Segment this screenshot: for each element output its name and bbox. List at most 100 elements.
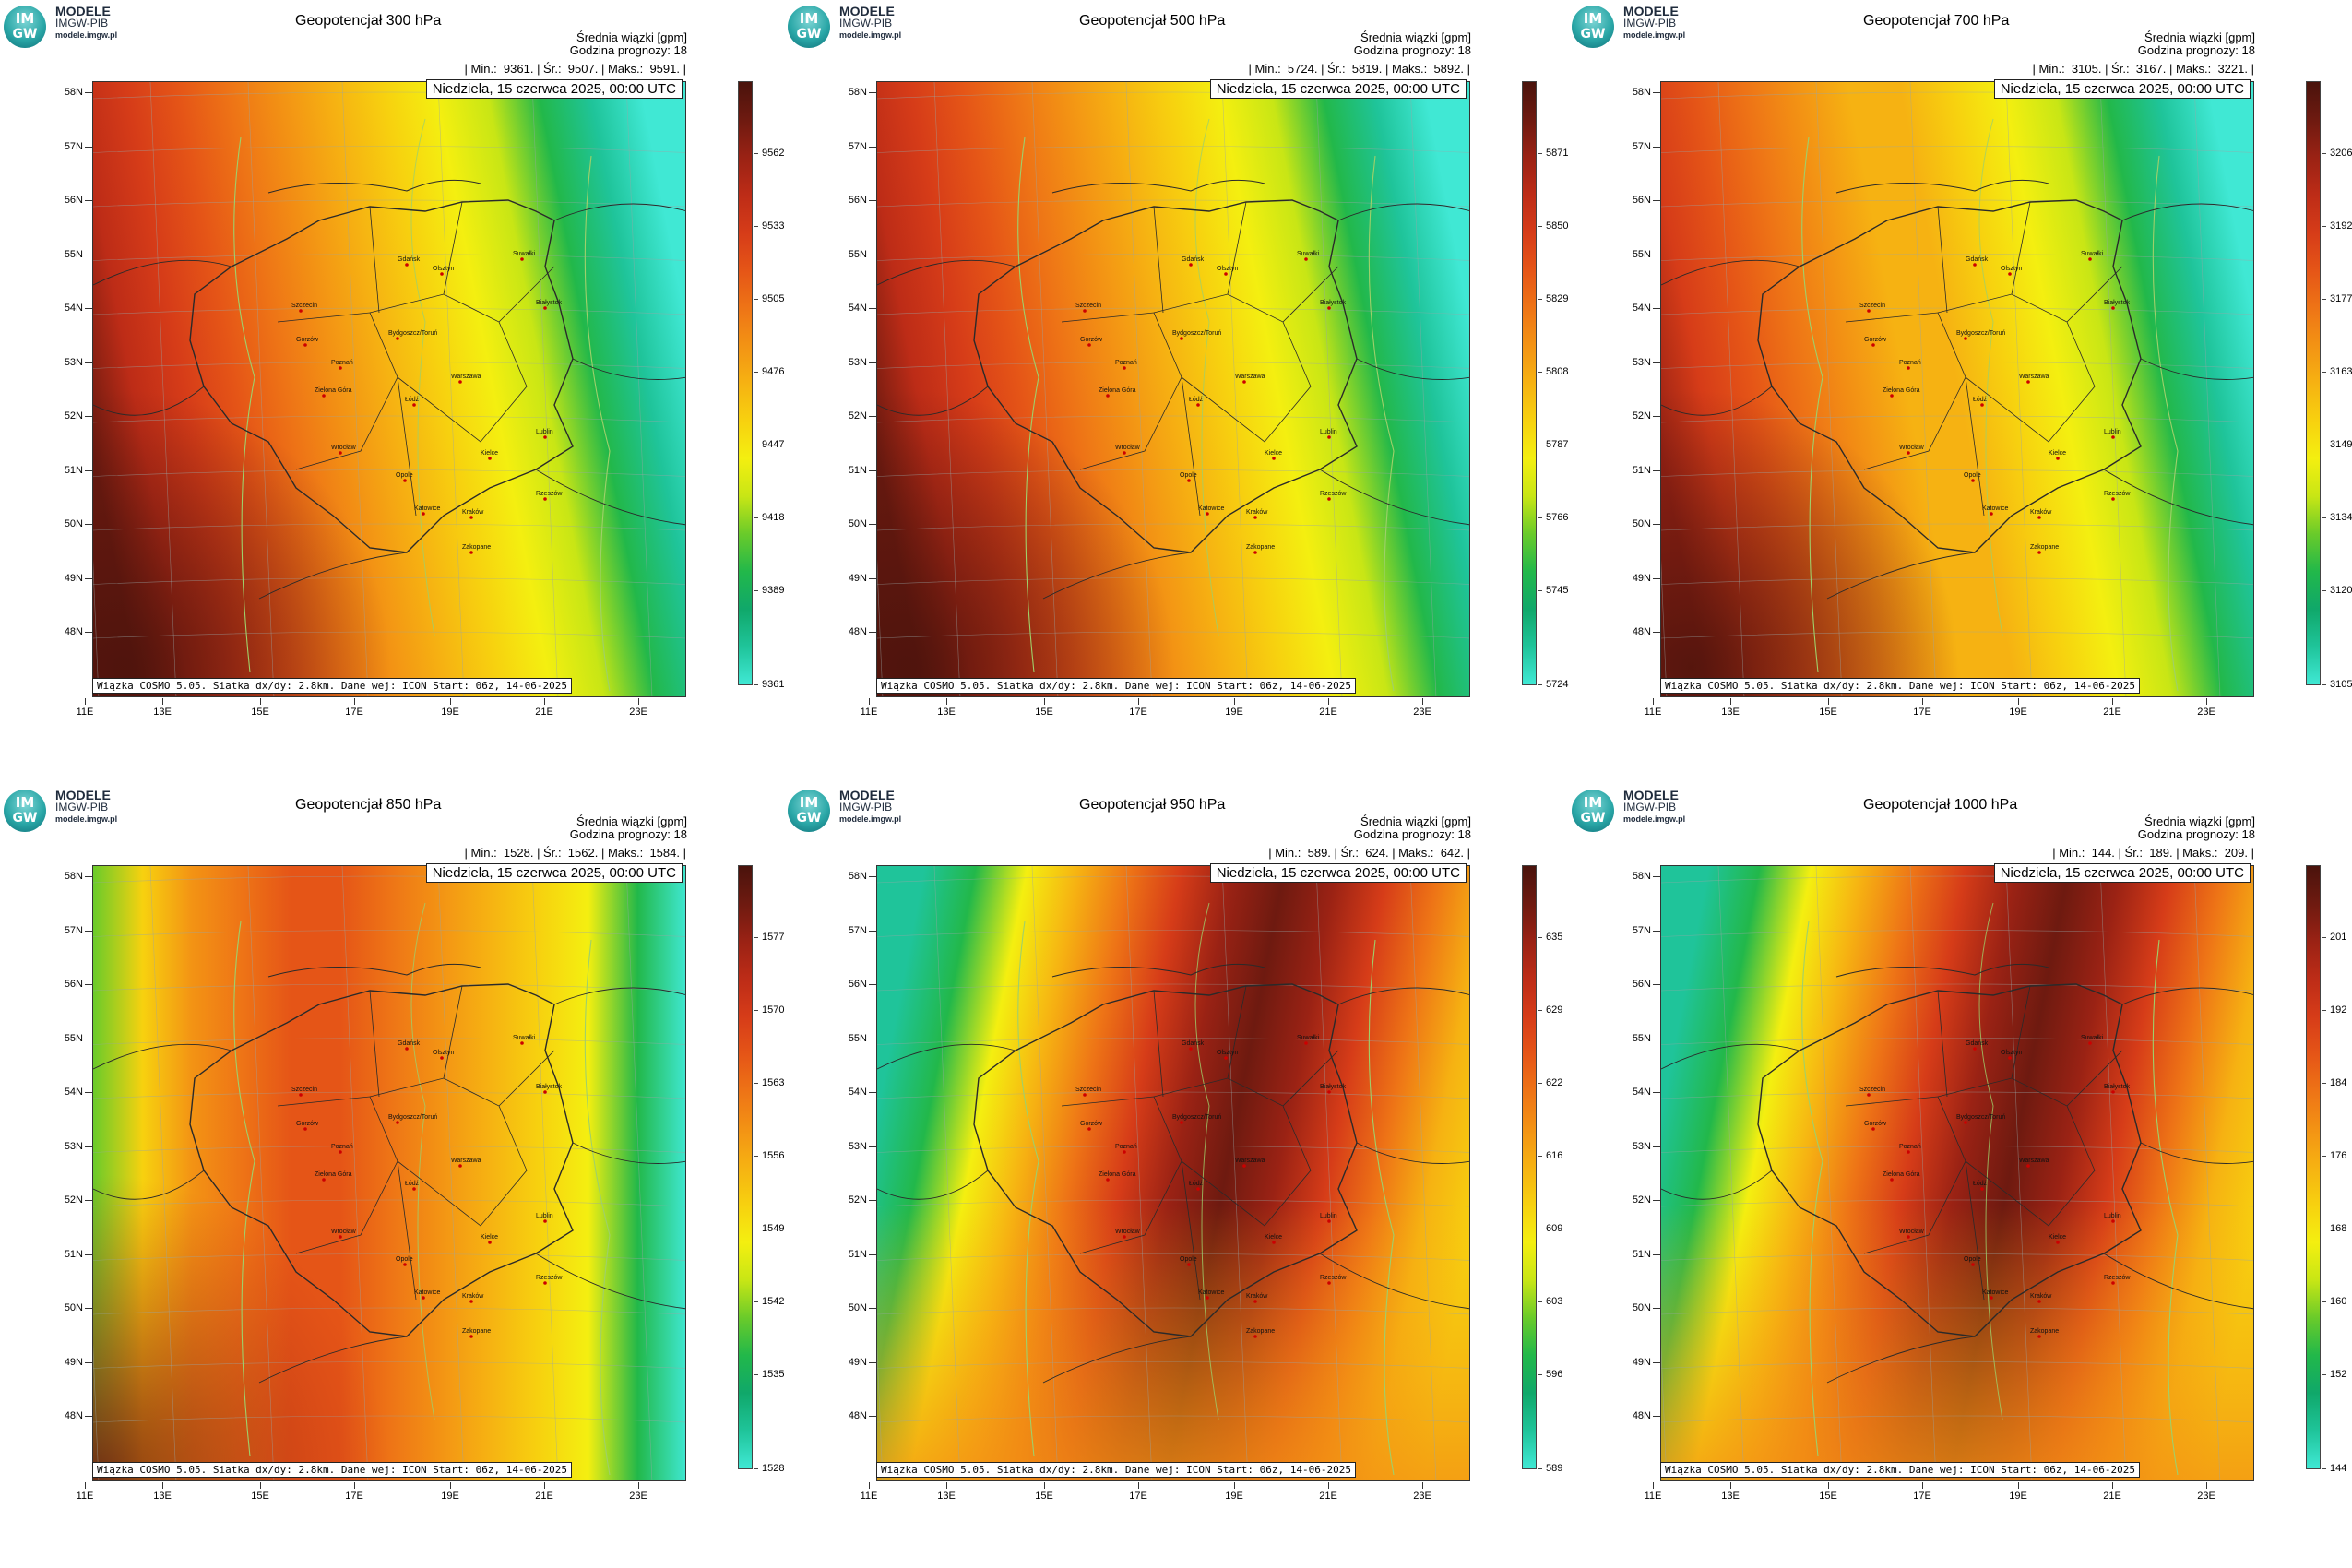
city-marker: Katowice [1198,1289,1225,1300]
city-label: Kielce [2049,1234,2066,1241]
city-marker: Kielce [481,450,498,460]
city-label: Rzeszów [536,491,563,497]
logo-badge-top: IM [1583,794,1603,811]
city-label: Gdańsk [398,256,421,263]
stat-max: 5892. [1433,62,1464,76]
lat-label: 53N [1623,357,1660,368]
city-label: Poznań [1115,1144,1137,1150]
city-marker: Katowice [1982,505,2009,516]
lat-label: 52N [1623,1194,1660,1206]
city-marker: Łódź [1973,397,1988,407]
lat-label: 48N [839,1410,876,1421]
lon-label: 15E [246,1482,274,1502]
city-label: Gdańsk [1966,1040,1989,1047]
city-marker: Katowice [1982,1289,2009,1300]
lon-label: 17E [1124,1482,1152,1502]
logo-badge-bottom: GW [12,811,38,826]
colorbar-tick: 1535 [753,1369,785,1380]
city-label: Olsztyn [2001,1050,2022,1056]
map-field: Gdańsk Olsztyn Suwałki Szczecin Białystok Byd… [93,866,685,1480]
lon-label: 11E [855,1482,883,1502]
city-marker: Kraków [1246,1293,1268,1303]
colorbar-tick: 3192 [2321,220,2352,232]
colorbar-tick: 5766 [1537,512,1569,523]
lon-label: 17E [1124,698,1152,718]
logo-badge-bottom: GW [1580,27,1606,42]
city-marker: Zielona Góra [1099,1171,1136,1182]
stat-max: 209. [2224,846,2248,860]
city-marker: Zielona Góra [315,387,352,398]
lon-label: 21E [2098,1482,2126,1502]
city-label: Kielce [1265,1234,1282,1241]
city-label: Gorzów [1864,337,1887,343]
country-borders [93,179,685,600]
city-marker: Suwałki [1297,1035,1320,1045]
city-label: Poznań [1115,360,1137,366]
colorbar-tick: 9418 [753,512,785,523]
city-label: Poznań [1899,360,1921,366]
lat-label: 51N [55,465,92,476]
city-marker: Kielce [1265,1234,1282,1244]
geopotential-map: Gdańsk Olsztyn Suwałki Szczecin Białystok Byd… [1660,865,2254,1481]
lon-label: 11E [71,1482,99,1502]
city-marker: Zakopane [462,1328,491,1338]
city-label: Szczecin [1859,303,1885,309]
lat-label: 54N [1623,1087,1660,1098]
city-marker: Zielona Góra [1883,387,1920,398]
city-marker: Szczecin [291,1087,317,1097]
lat-label: 50N [55,518,92,529]
city-label: Łódź [405,1181,420,1187]
city-label: Gorzów [1864,1121,1887,1127]
lon-label: 23E [624,698,652,718]
lon-label: 23E [2192,1482,2220,1502]
colorbar-tick: 616 [1537,1150,1563,1161]
colorbar-tick: 160 [2321,1296,2347,1307]
city-marker: Bydgoszcz/Toruń [1172,330,1221,340]
lon-label: 15E [1814,1482,1842,1502]
colorbar-tick: 184 [2321,1077,2347,1088]
city-label: Kraków [462,509,484,516]
colorbar-tick: 9389 [753,585,785,596]
city-marker: Olsztyn [1217,266,1238,276]
lon-label: 19E [1220,1482,1248,1502]
lat-label: 48N [55,1410,92,1421]
colorbar-tick: 3149 [2321,439,2352,450]
forecast-hour-label: Godzina prognozy: 18 [1353,827,1471,841]
valid-date: Niedziela, 15 czerwca 2025, 00:00 UTC [425,79,683,99]
stats-line: | Min.: 9361. | Śr.: 9507. | Maks.: 9591… [464,62,686,76]
city-marker: Kraków [462,1293,484,1303]
colorbar-tick: 5745 [1537,585,1569,596]
ensemble-mean-label: Średnia wiązki [gpm] [2144,30,2255,44]
lat-label: 48N [55,626,92,637]
city-marker: Łódź [1189,397,1204,407]
logo-subtitle: IMGW-PIB [839,17,893,30]
city-marker: Warszawa [2019,1158,2049,1168]
panel-title: Geopotencjał 700 hPa [1863,13,2010,29]
lon-label: 19E [436,698,464,718]
city-label: Gdańsk [398,1040,421,1047]
city-marker: Gorzów [1080,337,1103,347]
city-marker: Kielce [2049,450,2066,460]
colorbar-tick: 5871 [1537,148,1569,159]
city-label: Kraków [462,1293,484,1300]
colorbar-tick: 5787 [1537,439,1569,450]
colorbar-tick: 1556 [753,1150,785,1161]
city-label: Szczecin [1075,303,1101,309]
city-label: Gorzów [1080,337,1103,343]
lon-label: 19E [1220,698,1248,718]
lat-label: 51N [55,1249,92,1260]
city-label: Bydgoszcz/Toruń [388,330,437,337]
stat-avg: 3167. [2135,62,2167,76]
city-marker: Wrocław [331,445,357,455]
lon-label: 23E [624,1482,652,1502]
colorbar [2306,81,2321,685]
ensemble-mean-label: Średnia wiązki [gpm] [1360,814,1471,828]
city-label: Katowice [1198,505,1225,512]
city-label: Olsztyn [433,266,454,272]
city-marker: Suwałki [2081,251,2104,261]
stat-avg: 189. [2149,846,2173,860]
colorbar-tick: 5850 [1537,220,1569,232]
city-marker: Szczecin [1859,303,1885,313]
city-label: Białystok [1320,1084,1347,1090]
city-label: Szczecin [291,303,317,309]
